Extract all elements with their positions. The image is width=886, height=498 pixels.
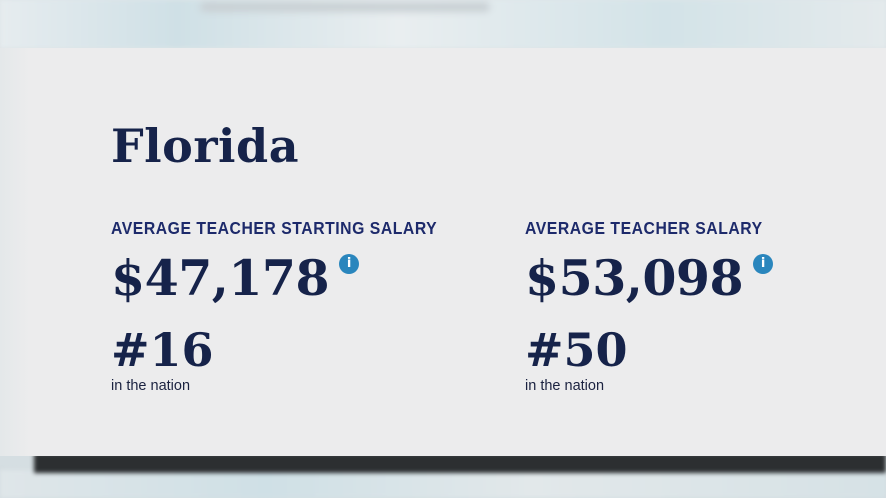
blurred-header-text xyxy=(200,2,490,12)
blurred-background-top xyxy=(0,0,886,48)
state-salary-card xyxy=(0,48,886,456)
starting-salary-label: AVERAGE TEACHER STARTING SALARY xyxy=(111,218,438,238)
average-salary-rank: #50 xyxy=(525,323,628,377)
starting-salary-rank-caption: in the nation xyxy=(111,378,191,394)
card-edge-fade xyxy=(0,48,30,456)
average-salary-value-row: $53,098 i xyxy=(525,246,885,310)
card-shadow xyxy=(34,453,886,473)
blurred-background-bottom xyxy=(0,470,886,498)
info-icon[interactable]: i xyxy=(753,254,774,274)
starting-salary-stat: AVERAGE TEACHER STARTING SALARY $47,178 i… xyxy=(111,214,471,395)
average-salary-stat: AVERAGE TEACHER SALARY $53,098 i #50 in t… xyxy=(525,214,885,395)
starting-salary-rank: #16 xyxy=(111,323,214,377)
starting-salary-value: $47,178 xyxy=(111,249,330,307)
average-salary-label: AVERAGE TEACHER SALARY xyxy=(525,218,763,238)
average-salary-rank-caption: in the nation xyxy=(525,378,605,394)
starting-salary-value-row: $47,178 i xyxy=(111,246,471,310)
info-icon[interactable]: i xyxy=(339,254,360,274)
state-title: Florida xyxy=(111,119,299,173)
average-salary-value: $53,098 xyxy=(525,249,744,307)
